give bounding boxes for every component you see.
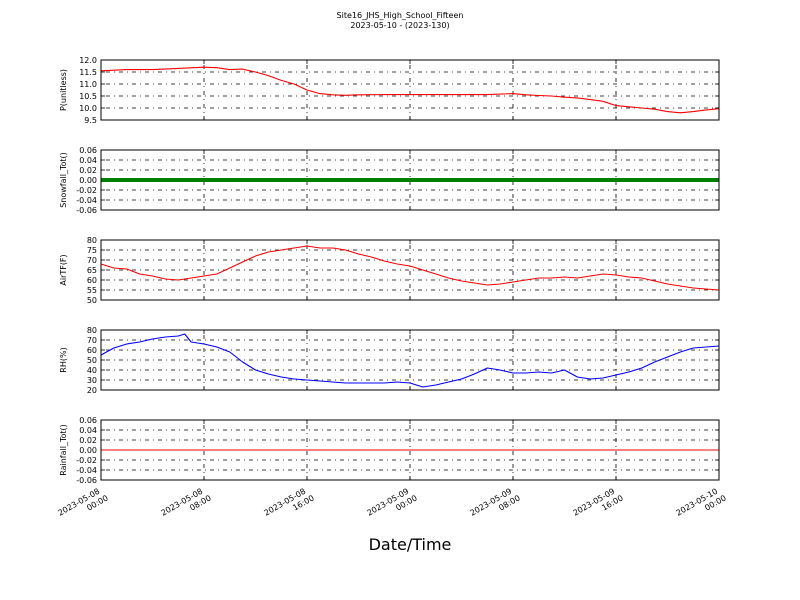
y-tick-label: 50 <box>87 356 97 365</box>
y-axis-label: RH(%) <box>59 347 68 372</box>
y-tick-label: 80 <box>87 326 97 335</box>
y-tick-label: 0.02 <box>79 166 97 175</box>
axes-frame <box>100 419 720 481</box>
y-tick-label: -0.06 <box>76 206 97 215</box>
y-tick-label: 10.5 <box>79 92 97 101</box>
y-tick-label: 60 <box>87 346 97 355</box>
y-tick-label: 55 <box>87 286 97 295</box>
panel-2: -0.06-0.04-0.020.000.020.040.06 Snowfall_… <box>59 146 720 215</box>
figure-title: Site16_JHS_High_School_Fifteen <box>336 11 464 20</box>
y-tick-label: 0.04 <box>79 156 97 165</box>
x-axis-label: Date/Time <box>368 535 452 554</box>
panel-5: -0.06-0.04-0.020.000.020.040.06 Rainfall_… <box>59 416 720 485</box>
y-tick-label: 0.04 <box>79 426 97 435</box>
y-tick-label: -0.04 <box>76 196 97 205</box>
panel-1: 9.5 10.0 10.5 11.0 11.5 12.0 P(unitless) <box>59 56 720 125</box>
y-tick-label: 20 <box>87 386 97 395</box>
axes-frame <box>100 59 720 121</box>
y-tick-label: 65 <box>87 266 97 275</box>
series-line <box>100 245 720 291</box>
y-tick-label: 0.02 <box>79 436 97 445</box>
axes-frame <box>100 149 720 211</box>
y-tick-label: 11.5 <box>79 68 97 77</box>
y-axis-label: Rainfall_Tot() <box>59 424 68 476</box>
y-tick-label: 0.06 <box>79 416 97 425</box>
y-tick-label: 11.0 <box>79 80 97 89</box>
y-tick-label: 70 <box>87 336 97 345</box>
figure-subtitle: 2023-05-10 - (2023-130) <box>350 21 450 30</box>
y-tick-label: -0.02 <box>76 456 97 465</box>
series-line <box>100 333 720 388</box>
series-line <box>100 66 720 114</box>
y-tick-label: -0.04 <box>76 466 97 475</box>
y-axis-label: AirTF(F) <box>59 254 68 285</box>
y-axis-label: Snowfall_Tot() <box>59 152 68 208</box>
y-tick-label: 30 <box>87 376 97 385</box>
y-tick-label: 40 <box>87 366 97 375</box>
y-tick-label: 0.06 <box>79 146 97 155</box>
y-tick-label: -0.02 <box>76 186 97 195</box>
y-tick-label: 70 <box>87 256 97 265</box>
y-tick-label: 10.0 <box>79 104 97 113</box>
axes-frame <box>100 239 720 301</box>
y-tick-label: 80 <box>87 236 97 245</box>
y-tick-label: 0.00 <box>79 176 97 185</box>
y-tick-label: 60 <box>87 276 97 285</box>
y-tick-label: 9.5 <box>84 116 97 125</box>
y-tick-label: 50 <box>87 296 97 305</box>
axes-frame <box>100 329 720 391</box>
y-tick-label: 0.00 <box>79 446 97 455</box>
y-tick-label: -0.06 <box>76 476 97 485</box>
y-axis-label: P(unitless) <box>59 69 68 111</box>
y-tick-label: 75 <box>87 246 97 255</box>
y-tick-label: 12.0 <box>79 56 97 65</box>
